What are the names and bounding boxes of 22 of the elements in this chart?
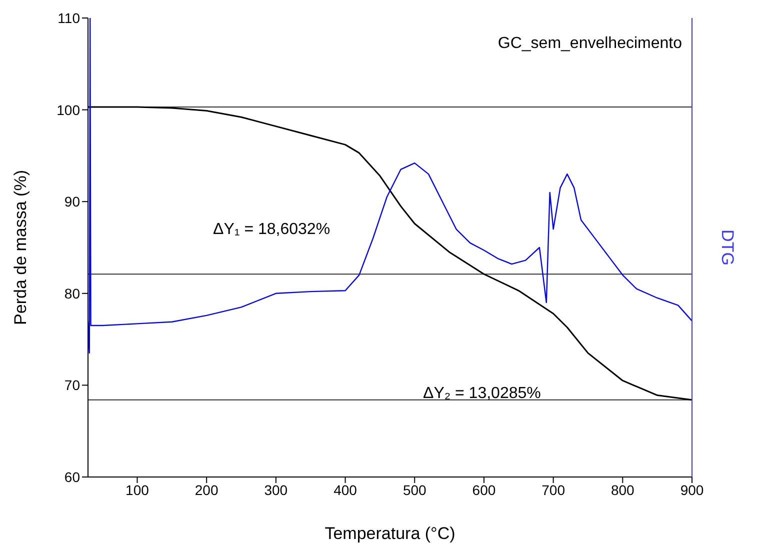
y-tick-label: 70: [64, 377, 80, 394]
y-tick-label: 80: [64, 285, 80, 302]
x-tick-label: 500: [402, 482, 427, 498]
y-axis-title: Perda de massa (%): [11, 170, 30, 325]
x-tick-label: 800: [610, 482, 635, 498]
y2-axis-title: DTG: [718, 230, 737, 266]
y-tick-label: 90: [64, 194, 80, 210]
x-tick-label: 400: [334, 482, 358, 498]
x-tick-label: 600: [472, 482, 496, 498]
x-tick-label: 900: [680, 482, 704, 498]
annotation: ΔY₁ = 18,6032%: [213, 221, 330, 238]
y-tick-label: 60: [64, 468, 80, 485]
y-tick-label: 110: [58, 10, 80, 26]
x-axis-title: Temperatura (°C): [324, 524, 456, 544]
y-tick-label: 100: [56, 102, 80, 118]
x-tick-label: 300: [264, 482, 288, 498]
line-series: [88, 18, 692, 354]
annotation: GC_sem_envelhecimento: [498, 35, 682, 52]
x-tick-label: 200: [194, 482, 218, 498]
annotation: ΔY₂ = 13,0285%: [423, 385, 541, 402]
x-tick-label: 700: [542, 482, 566, 498]
x-tick-label: 100: [126, 482, 150, 498]
